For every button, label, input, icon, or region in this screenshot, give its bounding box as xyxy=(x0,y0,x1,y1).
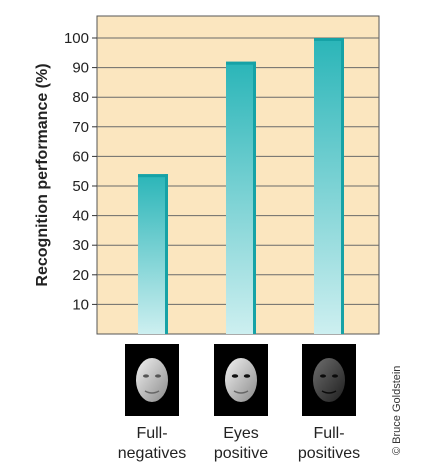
bars xyxy=(138,38,344,335)
category-label-line1: Full- xyxy=(313,425,345,442)
y-tick-label: 70 xyxy=(72,119,89,136)
eyes-positive-face-icon xyxy=(225,358,257,402)
category-label-line2: positive xyxy=(213,445,269,462)
category-label-line1: Eyes xyxy=(223,425,259,442)
y-tick-label: 100 xyxy=(64,30,89,47)
negative-face-icon xyxy=(136,358,168,402)
y-tick-label: 30 xyxy=(72,237,89,254)
y-tick-label: 50 xyxy=(72,178,89,195)
category-label-full-negatives: Full- negatives xyxy=(107,424,197,464)
y-tick-label: 40 xyxy=(72,208,89,225)
y-tick-label: 90 xyxy=(72,60,89,77)
bar-edge-0 xyxy=(165,174,168,334)
bar-1 xyxy=(226,61,256,335)
copyright-credit: © Bruce Goldstein xyxy=(391,365,403,455)
bar-0 xyxy=(138,174,168,334)
bar-2 xyxy=(314,38,344,334)
bar-edge-1 xyxy=(253,61,256,335)
category-label-line1: Full- xyxy=(136,425,168,442)
y-tick-label: 10 xyxy=(72,296,89,313)
category-label-line2: positives xyxy=(297,445,361,462)
y-axis-label: Recognition performance (%) xyxy=(34,63,51,286)
y-axis-ticks: 10 20 30 40 50 60 70 80 90 100 xyxy=(64,30,97,313)
y-tick-label: 20 xyxy=(72,267,89,284)
bar-cap-2 xyxy=(314,38,344,41)
category-label-full-positives: Full- positives xyxy=(284,424,374,464)
thumbnail-full-negative xyxy=(125,344,179,416)
y-tick-label: 80 xyxy=(72,89,89,106)
category-label-eyes-positive: Eyes positive xyxy=(196,424,286,464)
category-label-line2: negatives xyxy=(117,445,187,462)
bar-cap-0 xyxy=(138,174,168,178)
thumbnail-eyes-positive xyxy=(214,344,268,416)
thumbnail-full-positive xyxy=(302,344,356,416)
y-tick-label: 60 xyxy=(72,148,89,165)
positive-face-icon xyxy=(313,358,345,402)
bar-cap-1 xyxy=(226,61,256,65)
bar-edge-2 xyxy=(341,38,344,334)
